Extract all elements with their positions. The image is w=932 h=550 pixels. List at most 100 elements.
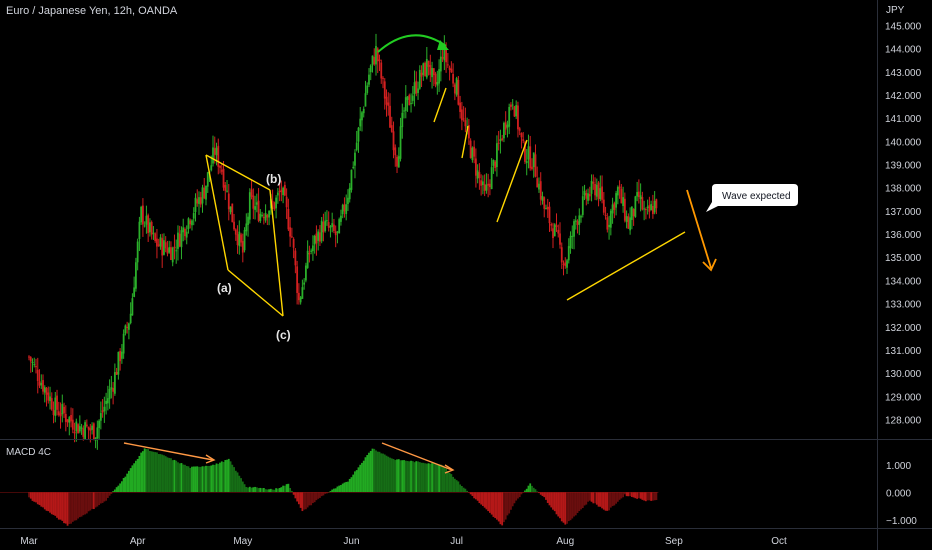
candle-body: [264, 213, 267, 221]
macd-bar: [418, 462, 421, 493]
macd-bar: [602, 492, 605, 510]
candle-body: [85, 424, 88, 427]
pattern-line: [205, 154, 229, 271]
macd-bar: [152, 451, 155, 493]
candle-body: [366, 85, 369, 93]
candle-body: [651, 205, 654, 215]
candle-body: [140, 206, 143, 223]
macd-bar: [443, 467, 446, 493]
candle-body: [178, 233, 181, 247]
macd-bar: [606, 492, 609, 511]
macd-bar: [91, 492, 93, 509]
macd-bar: [490, 492, 493, 515]
macd-bar: [299, 492, 302, 508]
macd-bar: [140, 452, 143, 493]
candle-body: [233, 221, 235, 230]
macd-bar: [185, 466, 188, 493]
candle-body: [443, 47, 446, 61]
macd-bar: [292, 492, 295, 495]
candle-body: [171, 247, 174, 263]
candle-body: [637, 191, 640, 198]
macd-bar: [231, 464, 234, 493]
macd-bar: [343, 482, 346, 493]
candle-body: [476, 170, 479, 179]
macd-bar: [341, 483, 344, 493]
candle-body: [119, 351, 122, 362]
macd-bar: [105, 492, 108, 501]
macd-bar: [226, 459, 228, 493]
macd-bar: [580, 492, 582, 510]
candle-body: [464, 120, 467, 127]
macd-bar: [129, 468, 132, 493]
macd-bar: [77, 492, 79, 519]
macd-bar: [241, 481, 244, 493]
macd-tick-label: 0.000: [886, 488, 911, 499]
candle-body: [262, 216, 265, 219]
candle-body: [557, 229, 560, 234]
price-unit-label: JPY: [886, 5, 905, 16]
macd-bar: [340, 485, 342, 493]
macd-bar: [312, 492, 314, 504]
callout-bubble: Wave expected: [706, 184, 798, 212]
chart-title: Euro / Japanese Yen, 12h, OANDA: [6, 5, 178, 17]
macd-bar: [382, 453, 384, 493]
candle-body: [522, 139, 525, 141]
macd-bar: [627, 492, 630, 497]
candle-body: [601, 186, 603, 200]
candle-body: [452, 74, 455, 84]
candle-body: [453, 84, 456, 94]
candle-body: [490, 167, 493, 190]
macd-bar: [562, 492, 565, 523]
macd-bar: [290, 490, 293, 493]
candle-body: [520, 133, 523, 138]
macd-bar: [326, 492, 328, 494]
candle-body: [252, 195, 255, 209]
macd-bar: [448, 472, 451, 493]
candle-body: [550, 223, 553, 226]
candle-body: [546, 206, 549, 210]
candle-body: [474, 158, 477, 176]
candle-body: [634, 196, 637, 218]
macd-bar: [573, 492, 575, 517]
candle-body: [189, 220, 192, 225]
macd-bar: [194, 466, 197, 493]
macd-bar: [159, 454, 162, 493]
candle-body: [327, 222, 330, 228]
divergence-line: [381, 442, 453, 471]
candlestick-series: [28, 33, 658, 450]
candle-body: [410, 103, 412, 105]
price-tick-label: 138.000: [885, 184, 922, 195]
candle-body: [250, 189, 253, 197]
price-tick-label: 129.000: [885, 392, 922, 403]
macd-bar: [63, 492, 65, 524]
macd-bar: [240, 478, 242, 493]
macd-bar: [469, 492, 472, 495]
candle-body: [303, 282, 306, 285]
candle-body: [560, 247, 563, 263]
candle-body: [469, 140, 472, 158]
macd-bar: [474, 492, 477, 500]
macd-bar: [35, 492, 37, 503]
candle-body: [588, 193, 591, 197]
macd-bar: [233, 467, 235, 493]
macd-bar: [492, 492, 495, 517]
candle-body: [580, 216, 582, 218]
macd-bar: [620, 492, 623, 499]
candle-body: [191, 220, 193, 226]
macd-bar: [413, 462, 416, 493]
candle-body: [583, 190, 586, 196]
candle-body: [329, 226, 332, 228]
macd-bar: [399, 460, 402, 493]
macd-bar: [243, 484, 246, 493]
candle-body: [77, 424, 79, 434]
expected-move-arrow: [686, 189, 712, 269]
candle-body: [84, 422, 86, 440]
price-tick-label: 141.000: [885, 114, 922, 125]
macd-bar: [546, 492, 549, 503]
macd-bar: [524, 490, 526, 493]
candle-body: [292, 238, 295, 248]
macd-bar: [420, 462, 423, 493]
candle-body: [361, 112, 363, 121]
macd-bar: [212, 464, 214, 493]
candle-body: [297, 292, 300, 301]
